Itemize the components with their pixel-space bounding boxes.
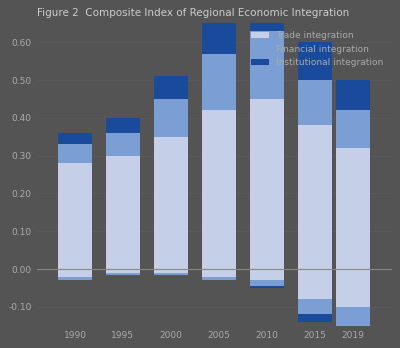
Bar	[336, 110, 370, 148]
Bar	[336, 269, 370, 307]
Bar	[58, 163, 92, 269]
Text: Figure 2  Composite Index of Regional Economic Integration: Figure 2 Composite Index of Regional Eco…	[36, 8, 349, 18]
Bar	[298, 80, 332, 125]
Bar	[298, 315, 332, 322]
Bar	[298, 269, 332, 299]
Bar	[336, 326, 370, 337]
Bar	[298, 125, 332, 269]
Bar	[202, 16, 236, 54]
Bar	[154, 269, 188, 273]
Bar	[154, 137, 188, 269]
Bar	[298, 42, 332, 80]
Bar	[298, 299, 332, 315]
Bar	[202, 54, 236, 110]
Bar	[250, 286, 284, 288]
Bar	[154, 99, 188, 137]
Bar	[336, 80, 370, 110]
Bar	[106, 269, 140, 273]
Bar	[250, 269, 284, 280]
Bar	[202, 110, 236, 269]
Bar	[58, 133, 92, 144]
Bar	[58, 269, 92, 277]
Bar	[336, 307, 370, 326]
Bar	[58, 277, 92, 280]
Bar	[106, 133, 140, 156]
Bar	[58, 144, 92, 163]
Bar	[154, 76, 188, 99]
Bar	[154, 273, 188, 275]
Bar	[106, 273, 140, 275]
Bar	[336, 148, 370, 269]
Legend: Trade integration, Financial integration, Institutional integration: Trade integration, Financial integration…	[248, 28, 387, 71]
Bar	[250, 31, 284, 99]
Bar	[106, 156, 140, 269]
Bar	[250, 280, 284, 286]
Bar	[106, 118, 140, 133]
Bar	[250, 0, 284, 31]
Bar	[202, 277, 236, 280]
Bar	[202, 269, 236, 277]
Bar	[250, 99, 284, 269]
